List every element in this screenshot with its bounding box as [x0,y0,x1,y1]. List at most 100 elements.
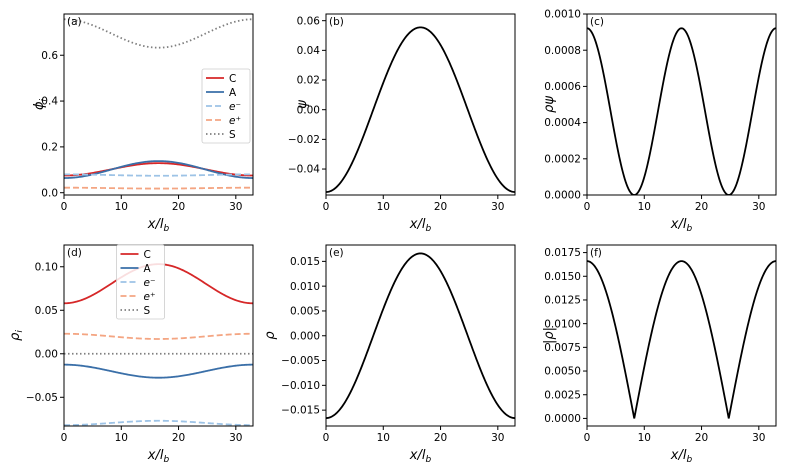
y-axis-label: ρi [8,330,25,341]
x-axis-label-subscript: b [425,455,431,465]
series-line [326,27,515,192]
y-axis-label: ϕi [32,98,49,110]
series-line [587,261,776,418]
y-tick-label: 0.010 [290,281,320,293]
y-tick-label: −0.005 [281,355,320,367]
y-tick-label: 0.0000 [544,413,581,425]
panel-a: 0 10 20 30 0.0 0.2 0.4 0.6 (a) x/lb ϕi CAe⁻ e⁺ S [32,14,253,234]
legend-label: C [144,249,151,261]
y-tick-label: 0.0008 [544,45,581,57]
y-tick-label: 0.06 [297,15,321,27]
x-tick-label: 0 [584,201,591,213]
y-tick-label: 0.05 [35,305,58,317]
x-tick-label: 0 [61,432,68,444]
y-tick-label: 0.0010 [544,9,581,21]
panel-b: 0 10 20 30 −0.04 −0.02 0.00 0.02 0.04 0.06 (b) x/lb… [288,14,515,234]
y-tick-label: 0.10 [35,261,58,273]
y-tick-label: 0.0175 [544,247,581,259]
y-tick-label: −0.04 [288,164,320,176]
x-tick-label: 30 [491,432,504,444]
y-tick-label: −0.05 [26,392,58,404]
x-axis-label-subscript: b [686,224,692,234]
series-line [64,19,253,47]
panel-label: (f) [590,247,602,259]
y-tick-label: 0.000 [290,330,320,342]
y-axis-label: ρψ [542,96,557,113]
y-axis-label: ψ [295,100,310,109]
series-line [326,253,515,418]
x-tick-label: 30 [752,432,765,444]
y-tick-label: 0.005 [290,306,320,318]
y-tick-label: −0.015 [281,405,320,417]
panel-label: (a) [67,16,82,28]
x-tick-label: 10 [377,432,390,444]
y-axis-label-subscript: i [15,330,25,333]
series-line [64,188,253,189]
y-tick-label: 0.0050 [544,366,581,378]
series-line [64,365,253,378]
axes-frame [326,245,515,426]
x-axis-label-subscript: b [686,455,692,465]
y-tick-label: −0.010 [281,380,320,392]
panel-e: 0 10 20 30 −0.015 −0.010 −0.005 0.000 0.005 0.010… [263,245,515,465]
x-axis-label: x/lb [409,448,432,465]
panel-c: 0 10 20 30 0.0000 0.0002 0.0004 0.0006 0.0008 0.0… [542,9,776,234]
x-tick-label: 0 [323,432,330,444]
x-axis-label: x/lb [147,217,170,234]
axes-frame [587,14,776,195]
x-tick-label: 30 [229,201,242,213]
y-tick-label: 0.00 [35,348,58,360]
x-tick-label: 20 [434,432,447,444]
y-tick-label: 0.0000 [544,190,581,202]
x-tick-label: 30 [752,201,765,213]
y-tick-label: 0.2 [41,141,58,153]
legend-label: S [144,305,151,317]
axes-frame [587,245,776,426]
x-axis-label-subscript: b [163,455,169,465]
legend-label: A [144,263,152,275]
figure: 0 10 20 300.00.20.40.6(a)x/lbϕiCAe⁻e⁺S0 10 20… [0,0,788,471]
y-tick-label: 0.0025 [544,389,581,401]
y-axis-label: |ρ| [542,327,557,344]
x-tick-label: 0 [584,432,591,444]
series-line [587,28,776,195]
x-tick-label: 10 [115,201,128,213]
panel-label: (e) [329,247,344,259]
x-tick-label: 0 [61,201,68,213]
x-tick-label: 10 [115,432,128,444]
x-tick-label: 30 [491,201,504,213]
x-axis-label-subscript: b [425,224,431,234]
legend-label: C [229,73,236,85]
x-axis-label: x/lb [409,217,432,234]
legend-label: A [229,87,237,99]
legend-label: e⁻ [229,101,241,113]
y-tick-label: 0.04 [297,45,321,57]
y-tick-label: 0.0 [41,187,58,199]
y-tick-label: 0.0125 [544,295,581,307]
legend-label: e⁺ [144,291,156,303]
legend: CAe⁻ e⁺ S [202,69,250,143]
panel-label: (c) [590,16,604,28]
series-line [64,421,253,425]
x-tick-label: 20 [695,432,708,444]
series-line [64,334,253,339]
axes-frame [326,14,515,195]
y-tick-label: 0.02 [297,75,320,87]
x-tick-label: 10 [638,432,651,444]
y-tick-label: 0.0150 [544,271,581,283]
x-tick-label: 20 [434,201,447,213]
y-tick-label: 0.0006 [544,81,581,93]
x-tick-label: 20 [172,432,185,444]
legend-label: e⁺ [229,115,241,127]
x-axis-label-subscript: b [163,224,169,234]
x-tick-label: 30 [229,432,242,444]
y-tick-label: 0.015 [290,256,320,268]
x-tick-label: 10 [377,201,390,213]
panel-f: 0 10 20 30 0.0000 0.0025 0.0050 0.0075 0.0100 0.0… [542,245,776,465]
y-axis-label: ρ [263,331,278,340]
x-axis-label: x/lb [147,448,170,465]
x-tick-label: 20 [695,201,708,213]
y-tick-label: 0.0002 [544,153,581,165]
y-tick-label: 0.0004 [544,117,581,129]
legend-label: e⁻ [144,277,156,289]
